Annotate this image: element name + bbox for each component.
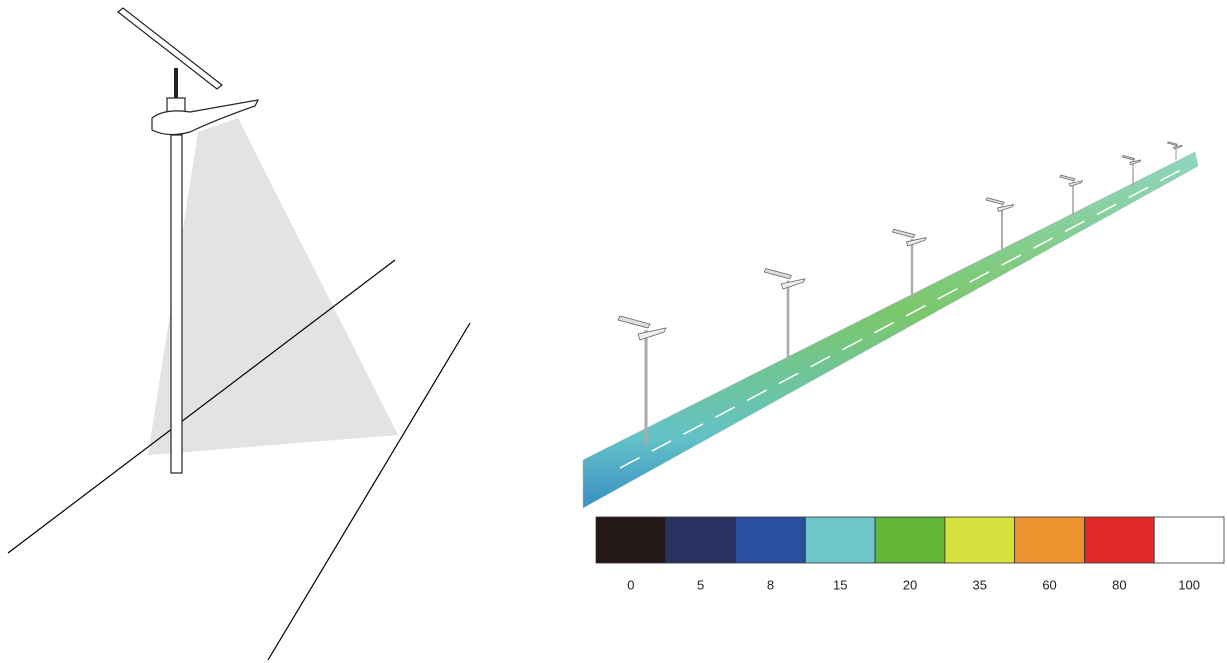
lamp-head xyxy=(996,203,1015,212)
legend-label: 80 xyxy=(1112,577,1126,592)
pole xyxy=(170,134,183,474)
legend-swatch xyxy=(1084,516,1155,564)
solar-panel xyxy=(763,268,792,280)
lamp-head xyxy=(1068,180,1084,187)
light-cone xyxy=(148,118,398,455)
legend-label: 5 xyxy=(697,577,704,592)
road-surface xyxy=(582,151,1199,509)
solar-panel xyxy=(985,197,1005,206)
lamp-head xyxy=(905,237,927,247)
lamp-head xyxy=(151,99,260,136)
legend-swatch xyxy=(595,516,667,564)
legend-label: 8 xyxy=(767,577,774,592)
solar-panel xyxy=(1059,174,1076,182)
legend-label: 20 xyxy=(903,577,917,592)
poles xyxy=(617,141,1183,445)
legend: 0 5 8 15 20 35 60 80 100 xyxy=(595,516,1225,592)
lamp-head xyxy=(1129,159,1142,166)
lamp-head xyxy=(637,327,667,341)
legend-label: 0 xyxy=(627,577,634,592)
legend-label: 60 xyxy=(1042,577,1056,592)
solar-panel xyxy=(617,315,651,329)
solar-panel xyxy=(117,7,223,90)
legend-label: 35 xyxy=(973,577,987,592)
solar-panel xyxy=(891,228,916,239)
lamp-head xyxy=(780,278,806,290)
road-illuminance xyxy=(582,141,1199,509)
road-edge xyxy=(267,322,471,661)
legend-swatch xyxy=(804,516,876,564)
legend-swatch xyxy=(874,516,946,564)
solar-panel xyxy=(1167,141,1178,146)
lamp-head xyxy=(1173,144,1183,150)
legend-swatch xyxy=(944,516,1016,564)
legend-swatch xyxy=(1014,516,1085,564)
road-edge xyxy=(7,259,396,554)
solar-panel xyxy=(1121,155,1136,161)
legend-swatch xyxy=(735,516,806,564)
legend-label: 15 xyxy=(833,577,847,592)
legend-label: 100 xyxy=(1178,577,1200,592)
legend-swatch xyxy=(1153,516,1225,564)
legend-swatch xyxy=(665,516,736,564)
street-light-diagram xyxy=(7,7,471,661)
